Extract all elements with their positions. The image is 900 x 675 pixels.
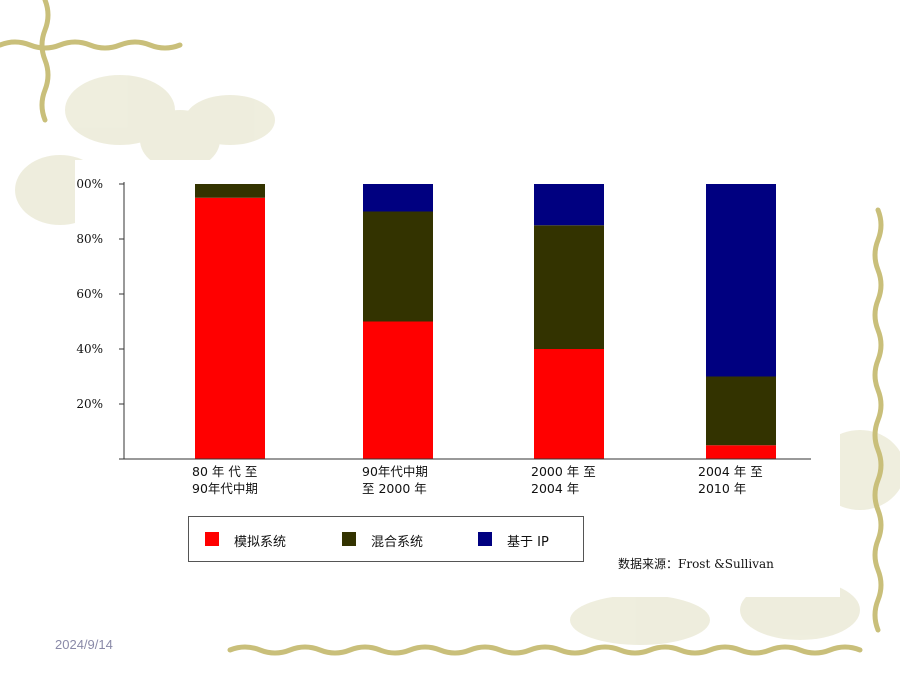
bar-segment-hybrid-4 [706,376,776,446]
y-tick-label: 20% [76,397,103,411]
chart-legend: 模拟系统 混合系统 基于 IP [188,516,584,562]
x-category-label: 2000 年 至 [531,464,596,479]
x-category-label: 90年代中期 [192,481,258,496]
y-tick-label: 80% [76,232,103,246]
bar-segment-hybrid-2 [363,211,433,322]
x-category-label: 2004 年 至 [698,464,763,479]
x-category-label: 至 2000 年 [362,481,427,496]
bar-segment-ip-4 [706,184,776,377]
bottom-vine [227,644,863,656]
bar-segment-analog-1 [195,197,265,459]
decorative-blossoms [15,75,900,645]
bar-segment-ip-2 [363,184,433,212]
x-category-label: 80 年 代 至 [192,464,257,479]
x-category-label: 2004 年 [531,481,579,496]
bar-segment-analog-2 [363,321,433,459]
y-tick-label: 40% [76,342,103,356]
legend-swatch-ip [478,532,492,546]
right-vine [872,207,884,633]
legend-label-ip: 基于 IP [507,535,549,550]
bar-segment-hybrid-3 [534,225,604,349]
data-source-note: 数据来源：Frost &Sullivan [618,557,774,571]
x-category-label: 90年代中期 [362,464,428,479]
axis-layer [119,182,811,460]
y-tick-label: 100% [75,177,103,191]
bar-segment-hybrid-1 [195,184,265,198]
legend-swatch-hybrid [342,532,356,546]
y-tick-label: 60% [76,287,103,301]
legend-swatch-analog [205,532,219,546]
bar-segment-ip-3 [534,184,604,226]
x-category-label: 2010 年 [698,481,746,496]
bar-segment-analog-3 [534,349,604,459]
bar-segment-analog-4 [706,445,776,459]
bars-layer [195,184,776,459]
legend-label-analog: 模拟系统 [234,535,287,550]
top-left-vine [0,0,183,123]
slide-date: 2024/9/14 [55,637,113,652]
legend-label-hybrid: 混合系统 [371,535,424,550]
